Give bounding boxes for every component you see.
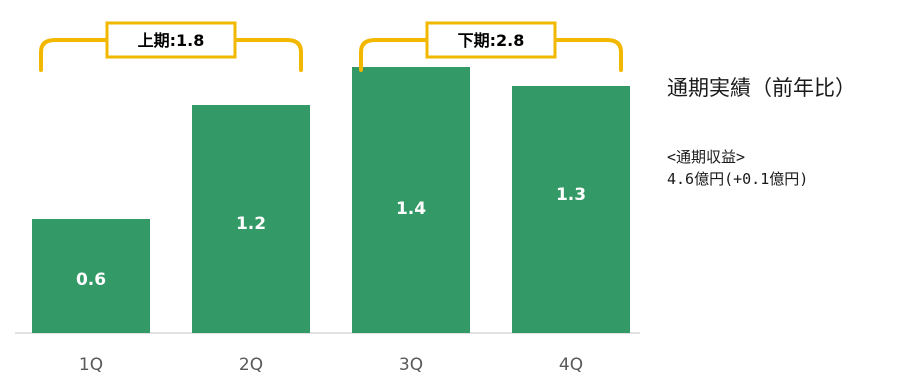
- summary-subheading: <通期収益>: [667, 148, 746, 166]
- data-label-1q: 0.6: [76, 270, 106, 290]
- bar-4q: [512, 86, 630, 333]
- bar-chart: 0.6 1Q 1.2 2Q 1.4 3Q 1.3 4Q 上期:1.8 下期:2.8: [15, 21, 640, 375]
- data-label-2q: 1.2: [236, 214, 266, 234]
- bar-3q: [352, 67, 470, 333]
- tick-label-1q: 1Q: [79, 355, 103, 375]
- bracket-label-first-half: 上期:1.8: [138, 31, 205, 50]
- bracket-box-second-half: [425, 21, 557, 59]
- bracket-label-second-half: 下期:2.8: [458, 31, 525, 50]
- tick-label-2q: 2Q: [239, 355, 263, 375]
- bracket-box-first-half: [105, 21, 237, 59]
- bar-2q: [192, 105, 310, 333]
- bar-1q: [32, 219, 150, 333]
- summary-detail: 4.6億円(+0.1億円): [667, 170, 809, 188]
- data-label-4q: 1.3: [556, 185, 586, 205]
- data-label-3q: 1.4: [396, 199, 426, 219]
- tick-label-4q: 4Q: [559, 355, 583, 375]
- summary-title: 通期実績（前年比）: [667, 76, 856, 100]
- tick-label-3q: 3Q: [399, 355, 423, 375]
